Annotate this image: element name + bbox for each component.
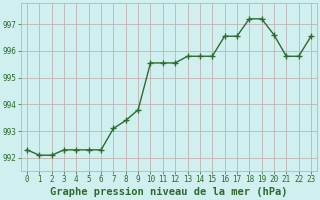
X-axis label: Graphe pression niveau de la mer (hPa): Graphe pression niveau de la mer (hPa) xyxy=(50,187,288,197)
